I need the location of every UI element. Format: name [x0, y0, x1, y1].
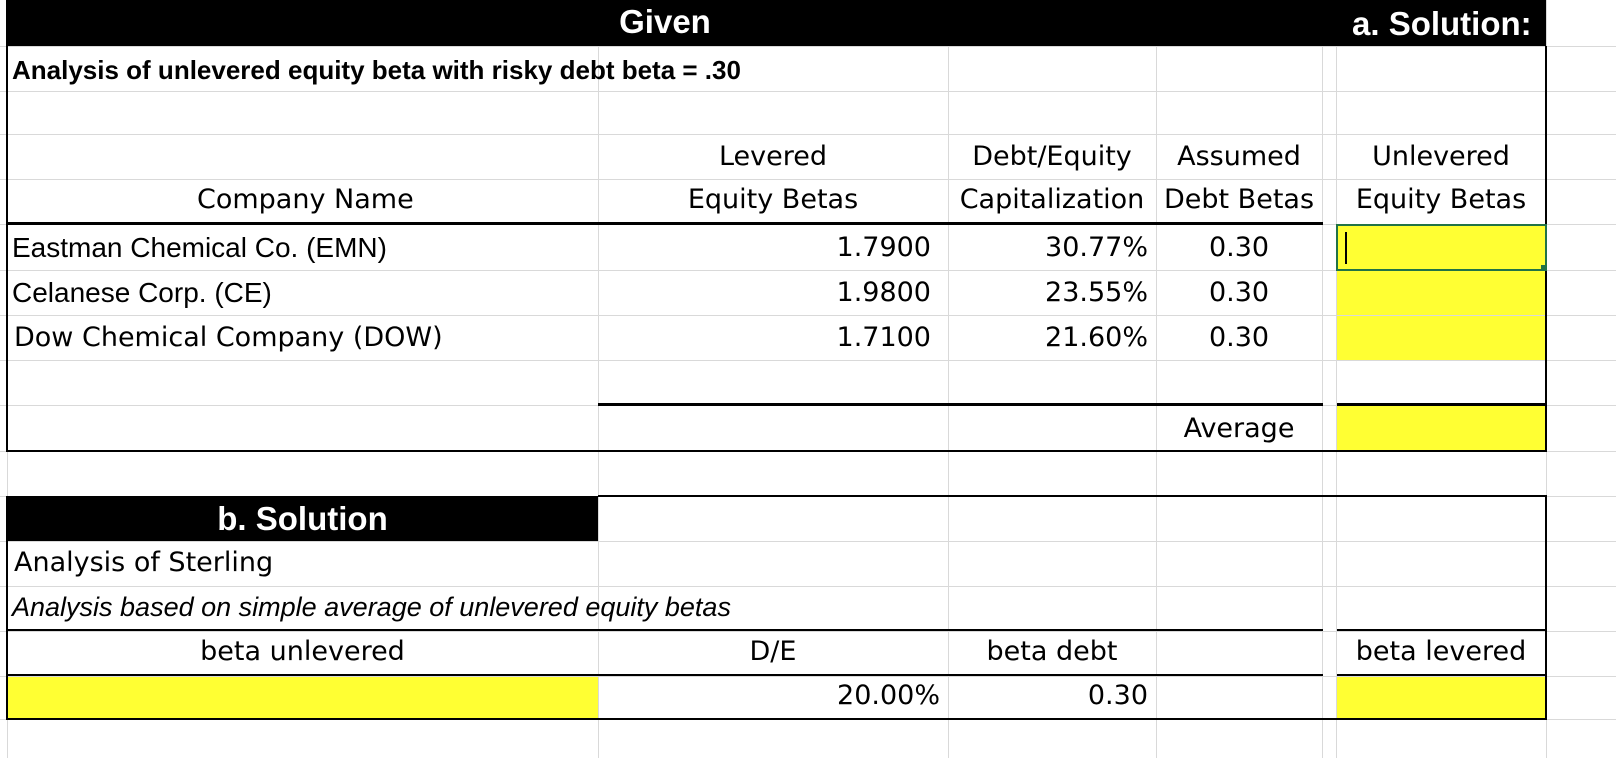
column-header-de: D/E	[749, 636, 797, 667]
company-name-ce: Celanese Corp. (CE)	[12, 277, 272, 308]
average-label: Average	[1183, 413, 1295, 444]
column-header-debt-1: Assumed	[1177, 141, 1301, 172]
a-solution-header: a. Solution:	[1352, 5, 1532, 42]
given-header: Given	[619, 3, 711, 40]
levered-beta-ce: 1.9800	[836, 277, 931, 308]
column-header-company: Company Name	[197, 184, 414, 215]
column-header-beta-unlevered: beta unlevered	[200, 636, 405, 667]
beta-unlevered-input-cell[interactable]	[8, 677, 598, 719]
selected-cell-outline	[1336, 224, 1547, 271]
text-cursor	[1345, 232, 1347, 264]
average-unlevered-cell[interactable]	[1337, 406, 1546, 451]
section-a-title: Analysis of unlevered equity beta with r…	[12, 55, 741, 85]
analysis-note: Analysis based on simple average of unle…	[12, 592, 731, 622]
column-header-unlev-1: Unlevered	[1372, 141, 1510, 172]
de-cap-ce: 23.55%	[1045, 277, 1148, 308]
column-header-debt-2: Debt Betas	[1163, 184, 1315, 215]
company-name-dow: Dow Chemical Company (DOW)	[14, 322, 443, 353]
column-header-unlev-2: Equity Betas	[1355, 184, 1527, 215]
de-cap-emn: 30.77%	[1045, 232, 1148, 263]
column-header-de-1: Debt/Equity	[972, 141, 1132, 172]
beta-levered-input-cell[interactable]	[1337, 677, 1546, 719]
column-header-levered-1: Levered	[718, 141, 828, 172]
column-header-levered-2: Equity Betas	[687, 184, 859, 215]
b-solution-header-bar	[7, 496, 598, 541]
de-value: 20.00%	[837, 680, 940, 711]
levered-beta-dow: 1.7100	[836, 322, 931, 353]
column-header-de-2: Capitalization	[959, 184, 1145, 215]
beta-debt-value: 0.30	[1087, 680, 1148, 711]
unlevered-beta-cell-dow[interactable]	[1337, 316, 1546, 360]
column-header-beta-debt: beta debt	[986, 636, 1118, 667]
debt-beta-ce: 0.30	[1208, 277, 1270, 308]
company-name-emn: Eastman Chemical Co. (EMN)	[12, 232, 387, 263]
unlevered-beta-cell-emn[interactable]	[1337, 225, 1546, 270]
column-header-beta-levered: beta levered	[1355, 636, 1527, 667]
de-cap-dow: 21.60%	[1045, 322, 1148, 353]
levered-beta-emn: 1.7900	[836, 232, 931, 263]
analysis-of-sterling: Analysis of Sterling	[14, 547, 274, 578]
fill-handle[interactable]	[1541, 265, 1547, 271]
debt-beta-emn: 0.30	[1208, 232, 1270, 263]
unlevered-beta-cell-ce[interactable]	[1337, 271, 1546, 315]
given-header-bar	[7, 0, 1546, 46]
b-solution-header: b. Solution	[217, 500, 388, 537]
debt-beta-dow: 0.30	[1208, 322, 1270, 353]
